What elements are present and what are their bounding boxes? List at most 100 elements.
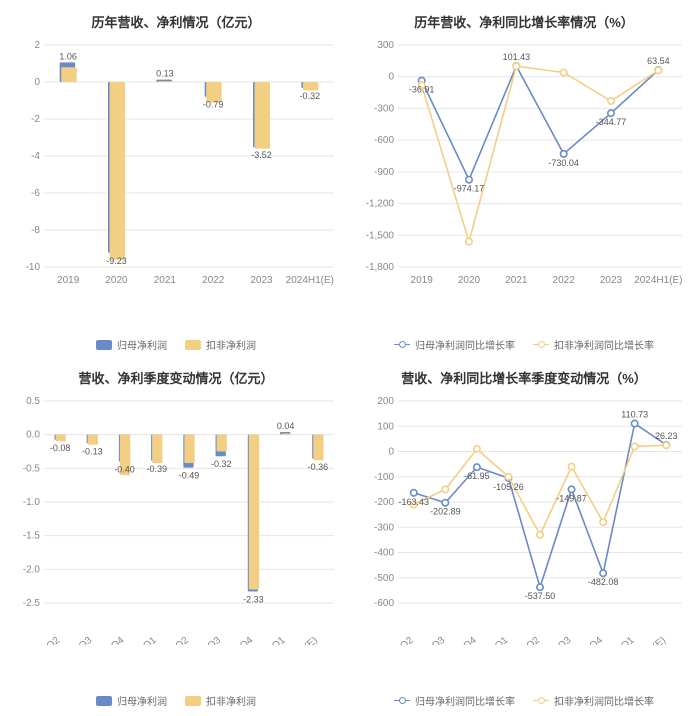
svg-text:-600: -600	[374, 135, 394, 146]
legend-item: 归母净利润	[96, 337, 167, 352]
svg-text:-8: -8	[31, 225, 40, 236]
svg-text:-6: -6	[31, 188, 40, 199]
plot-area: -2.5-2.0-1.5-1.0-0.50.00.5-0.082022Q2-0.…	[8, 395, 344, 687]
svg-text:2024H1(E): 2024H1(E)	[634, 275, 682, 286]
legend-marker	[394, 696, 410, 706]
svg-text:2023: 2023	[250, 275, 273, 286]
svg-text:-1,800: -1,800	[366, 262, 395, 273]
svg-text:2024Q1: 2024Q1	[602, 635, 637, 645]
svg-text:300: 300	[377, 40, 394, 51]
chart-grid: 历年营收、净利情况（亿元） -10-8-6-4-2021.062019-9.23…	[8, 8, 692, 708]
svg-text:-0.39: -0.39	[147, 464, 168, 474]
legend-item: 归母净利润同比增长率	[394, 693, 515, 708]
svg-text:2022Q3: 2022Q3	[60, 635, 95, 645]
legend-item: 归母净利润	[96, 693, 167, 708]
legend: 归母净利润同比增长率扣非净利润同比增长率	[394, 337, 654, 352]
svg-text:2021: 2021	[154, 275, 177, 286]
svg-text:2023: 2023	[600, 275, 623, 286]
chart-title: 历年营收、净利情况（亿元）	[91, 12, 260, 31]
svg-text:-36.91: -36.91	[409, 85, 435, 95]
svg-text:-400: -400	[374, 548, 394, 559]
legend-swatch	[96, 696, 112, 706]
svg-text:2023Q4: 2023Q4	[571, 635, 606, 645]
svg-text:-100: -100	[374, 472, 394, 483]
chart-title: 营收、净利同比增长率季度变动情况（%）	[401, 368, 647, 387]
svg-text:-61.95: -61.95	[464, 471, 490, 481]
svg-text:-300: -300	[374, 522, 394, 533]
svg-text:200: 200	[377, 396, 394, 407]
svg-text:2022Q2: 2022Q2	[381, 635, 416, 645]
svg-text:2019: 2019	[411, 275, 434, 286]
svg-text:101.43: 101.43	[503, 52, 531, 62]
legend-item: 扣非净利润	[185, 693, 256, 708]
svg-text:-202.89: -202.89	[430, 507, 461, 517]
svg-text:-0.40: -0.40	[114, 465, 135, 475]
legend-marker	[533, 696, 549, 706]
svg-text:2022: 2022	[553, 275, 576, 286]
svg-text:2022Q4: 2022Q4	[444, 635, 479, 645]
legend-swatch	[185, 340, 201, 350]
bar-chart-svg: -10-8-6-4-2021.062019-9.2320200.132021-0…	[8, 39, 340, 289]
svg-text:2023Q3: 2023Q3	[189, 635, 224, 645]
legend-label: 扣非净利润同比增长率	[554, 693, 654, 708]
plot-area: -1,800-1,500-1,200-900-600-3000300-36.91…	[356, 39, 692, 331]
svg-text:2019: 2019	[57, 275, 80, 286]
plot-area: -600-500-400-300-200-1000100200-163.43-2…	[356, 395, 692, 687]
legend-marker	[394, 340, 410, 350]
legend-label: 归母净利润	[117, 337, 167, 352]
svg-text:-2.0: -2.0	[23, 564, 41, 575]
svg-text:-900: -900	[374, 167, 394, 178]
legend-item: 扣非净利润同比增长率	[533, 693, 654, 708]
svg-text:110.73: 110.73	[621, 410, 648, 420]
svg-text:-4: -4	[31, 151, 40, 162]
svg-text:-537.50: -537.50	[525, 591, 556, 601]
panel-top-left: 历年营收、净利情况（亿元） -10-8-6-4-2021.062019-9.23…	[8, 8, 344, 352]
svg-text:0: 0	[34, 77, 40, 88]
chart-title: 营收、净利季度变动情况（亿元）	[78, 368, 273, 387]
svg-text:-0.32: -0.32	[300, 91, 321, 101]
svg-text:-0.13: -0.13	[82, 446, 103, 456]
svg-text:-0.5: -0.5	[23, 463, 41, 474]
panel-bottom-left: 营收、净利季度变动情况（亿元） -2.5-2.0-1.5-1.0-0.50.00…	[8, 364, 344, 708]
svg-text:-0.36: -0.36	[308, 462, 329, 472]
svg-text:-344.77: -344.77	[596, 117, 627, 127]
svg-text:0: 0	[388, 447, 394, 458]
svg-text:0.04: 0.04	[277, 421, 295, 431]
legend-label: 扣非净利润同比增长率	[554, 337, 654, 352]
plot-area: -10-8-6-4-2021.062019-9.2320200.132021-0…	[8, 39, 344, 331]
svg-text:2021: 2021	[505, 275, 528, 286]
svg-text:2022: 2022	[202, 275, 225, 286]
svg-text:-2.33: -2.33	[243, 595, 264, 605]
svg-text:2023Q2: 2023Q2	[157, 635, 192, 645]
legend-label: 归母净利润同比增长率	[415, 693, 515, 708]
svg-text:-0.32: -0.32	[211, 459, 232, 469]
svg-text:100: 100	[377, 421, 394, 432]
svg-text:-0.79: -0.79	[203, 100, 224, 110]
svg-text:63.54: 63.54	[647, 56, 670, 66]
svg-text:0.0: 0.0	[26, 430, 40, 441]
legend-marker	[533, 340, 549, 350]
svg-text:2024H1(E): 2024H1(E)	[286, 275, 334, 286]
svg-text:-1,500: -1,500	[366, 230, 395, 241]
svg-text:-500: -500	[374, 573, 394, 584]
legend-swatch	[185, 696, 201, 706]
svg-text:-2.5: -2.5	[23, 598, 41, 609]
svg-text:2023Q1: 2023Q1	[124, 635, 159, 645]
svg-text:2023Q1: 2023Q1	[476, 635, 511, 645]
svg-text:26.23: 26.23	[655, 431, 678, 441]
panel-top-right: 历年营收、净利同比增长率情况（%） -1,800-1,500-1,200-900…	[356, 8, 692, 352]
line-chart-svg: -600-500-400-300-200-1000100200-163.43-2…	[356, 395, 688, 645]
svg-text:-0.49: -0.49	[179, 471, 200, 481]
svg-text:2020: 2020	[458, 275, 481, 286]
svg-text:-300: -300	[374, 103, 394, 114]
svg-text:2020: 2020	[105, 275, 128, 286]
svg-text:2022Q3: 2022Q3	[413, 635, 448, 645]
svg-text:-163.43: -163.43	[399, 497, 430, 507]
svg-text:-1.5: -1.5	[23, 531, 41, 542]
svg-text:-0.08: -0.08	[50, 443, 71, 453]
legend-item: 扣非净利润同比增长率	[533, 337, 654, 352]
svg-text:-974.17: -974.17	[454, 184, 485, 194]
legend: 归母净利润同比增长率 扣非净利润同比增长率	[394, 693, 654, 708]
legend-label: 归母净利润	[117, 693, 167, 708]
legend-item: 扣非净利润	[185, 337, 256, 352]
